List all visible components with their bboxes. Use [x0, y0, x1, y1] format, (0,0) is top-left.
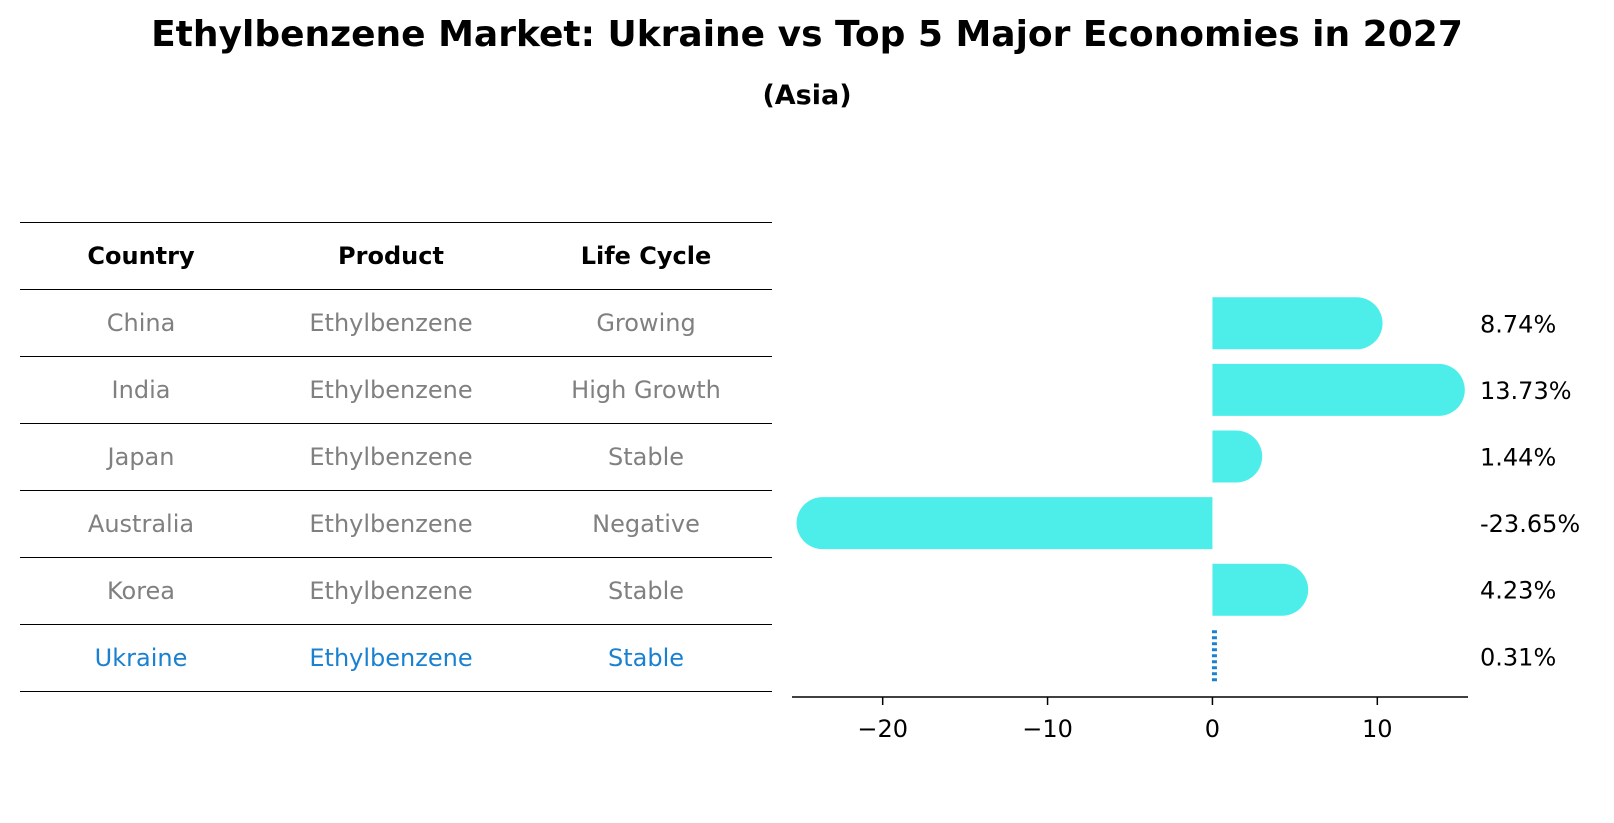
cell-life-cycle: Negative: [520, 490, 772, 558]
value-label-india: 13.73%: [1480, 377, 1572, 405]
table-row: India Ethylbenzene High Growth: [20, 356, 772, 424]
chart-title: Ethylbenzene Market: Ukraine vs Top 5 Ma…: [151, 14, 1463, 55]
bar-china: [1212, 297, 1383, 350]
bar-australia: [796, 497, 1213, 550]
bars-group: [796, 297, 1465, 683]
cell-country: Japan: [20, 423, 262, 491]
cell-life-cycle: Stable: [520, 557, 772, 625]
header-life-cycle: Life Cycle: [520, 222, 772, 290]
bar-india: [1212, 363, 1465, 416]
cell-product: Ethylbenzene: [262, 557, 520, 625]
value-label-japan: 1.44%: [1480, 444, 1556, 472]
chart-subtitle: (Asia): [762, 80, 852, 111]
header-product: Product: [262, 222, 520, 290]
header-country: Country: [20, 222, 262, 290]
cell-product: Ethylbenzene: [262, 624, 520, 692]
table-row: Japan Ethylbenzene Stable: [20, 423, 772, 491]
x-ticks-group: −20 −10 0 10: [857, 697, 1393, 743]
value-label-ukraine: 0.31%: [1480, 643, 1556, 671]
value-label-china: 8.74%: [1480, 310, 1556, 338]
value-label-australia: -23.65%: [1480, 510, 1580, 538]
table-header-row: Country Product Life Cycle: [20, 222, 772, 290]
x-tick-label: 10: [1362, 715, 1393, 743]
x-tick-label: 0: [1205, 715, 1220, 743]
cell-life-cycle: Stable: [520, 423, 772, 491]
x-tick-label: −20: [857, 715, 908, 743]
cell-life-cycle: Growing: [520, 289, 772, 357]
cell-life-cycle: High Growth: [520, 356, 772, 424]
table-row: Australia Ethylbenzene Negative: [20, 490, 772, 558]
cell-country: Australia: [20, 490, 262, 558]
x-tick-label: −10: [1022, 715, 1073, 743]
bar-japan: [1212, 430, 1263, 483]
cell-country: Korea: [20, 557, 262, 625]
value-label-korea: 4.23%: [1480, 577, 1556, 605]
cell-product: Ethylbenzene: [262, 490, 520, 558]
cell-country: China: [20, 289, 262, 357]
table-row: Korea Ethylbenzene Stable: [20, 557, 772, 625]
value-labels-group: 8.74% 13.73% 1.44% -23.65% 4.23% 0.31%: [1480, 310, 1580, 671]
table-row: China Ethylbenzene Growing: [20, 289, 772, 357]
cell-life-cycle: Stable: [520, 624, 772, 692]
cell-product: Ethylbenzene: [262, 356, 520, 424]
bar-korea: [1212, 563, 1309, 616]
cell-product: Ethylbenzene: [262, 423, 520, 491]
cell-country: Ukraine: [20, 624, 262, 692]
table-row-highlighted: Ukraine Ethylbenzene Stable: [20, 624, 772, 692]
market-table: Country Product Life Cycle China Ethylbe…: [20, 222, 772, 692]
cell-country: India: [20, 356, 262, 424]
cell-product: Ethylbenzene: [262, 289, 520, 357]
